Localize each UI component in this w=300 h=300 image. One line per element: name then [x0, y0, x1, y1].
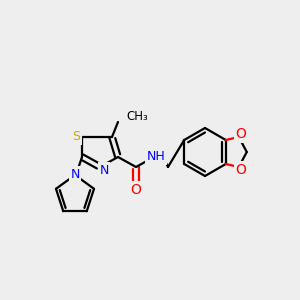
Text: O: O: [235, 163, 246, 177]
Text: CH₃: CH₃: [126, 110, 148, 124]
Text: NH: NH: [147, 151, 165, 164]
Text: S: S: [72, 130, 80, 143]
Text: O: O: [130, 183, 141, 197]
Text: O: O: [235, 127, 246, 141]
Text: N: N: [70, 167, 80, 181]
Text: N: N: [99, 164, 109, 176]
